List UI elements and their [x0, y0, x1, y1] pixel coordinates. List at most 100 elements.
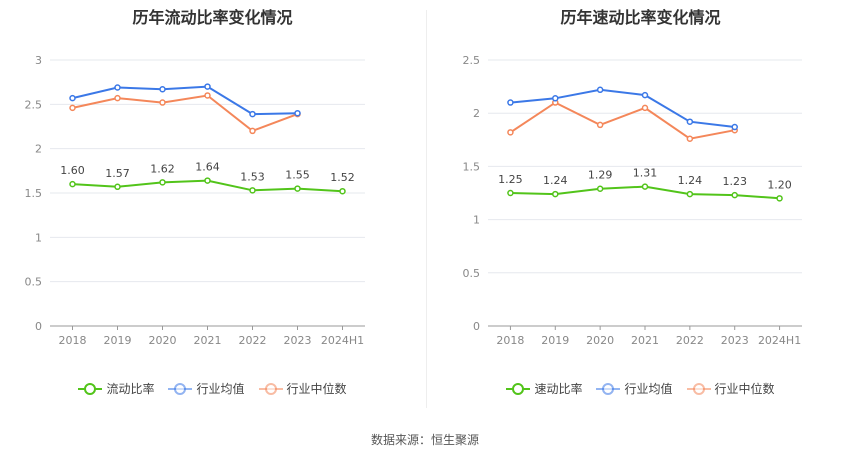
data-point[interactable]: [249, 187, 256, 194]
series-line: [509, 101, 735, 140]
data-label: 1.64: [195, 161, 220, 174]
data-point[interactable]: [641, 183, 649, 190]
data-point[interactable]: [114, 84, 121, 91]
panel-divider: [426, 10, 427, 408]
data-point[interactable]: [294, 109, 301, 117]
data-point[interactable]: [114, 94, 121, 102]
y-tick-label: 0: [473, 320, 480, 333]
data-point[interactable]: [776, 195, 783, 202]
legend-item[interactable]: 行业中位数: [686, 380, 775, 397]
data-point[interactable]: [204, 92, 211, 99]
legend-item[interactable]: 行业均值: [168, 380, 245, 397]
x-tick-label: 2023: [284, 334, 312, 347]
legend-swatch-icon: [78, 382, 103, 395]
data-point[interactable]: [686, 118, 694, 125]
series-line: [72, 85, 298, 116]
data-point[interactable]: [69, 94, 76, 102]
legend-swatch-icon: [258, 382, 283, 395]
data-point[interactable]: [552, 95, 559, 102]
data-label: 1.52: [330, 171, 355, 184]
y-tick-label: 0: [35, 320, 42, 333]
data-point[interactable]: [507, 189, 514, 197]
data-point[interactable]: [686, 135, 694, 142]
data-point[interactable]: [249, 110, 256, 118]
x-tick-label: 2021: [631, 334, 659, 347]
y-tick-label: 2.5: [463, 54, 481, 67]
x-tick-label: 2019: [541, 334, 569, 347]
chart-panel-current-ratio: 历年流动比率变化情况 0 0.5 1 1.5 2 2.5 3 2018 2019 2020 2021…: [0, 0, 425, 410]
data-label: 1.31: [633, 167, 658, 180]
legend-swatch-icon: [168, 382, 193, 395]
data-point[interactable]: [159, 99, 166, 106]
legend: 速动比率 行业均值 行业中位数: [428, 380, 850, 397]
data-point[interactable]: [507, 129, 514, 136]
x-tick-label: 2020: [586, 334, 614, 347]
y-tick-label: 0.5: [25, 276, 43, 289]
data-point[interactable]: [731, 123, 738, 131]
legend-item[interactable]: 行业中位数: [258, 380, 347, 397]
series-line: [510, 88, 735, 128]
x-tick-label: 2019: [104, 334, 132, 347]
data-label: 1.24: [543, 174, 568, 187]
legend-item[interactable]: 行业均值: [596, 380, 673, 397]
y-tick-label: 0.5: [463, 267, 481, 280]
data-label: 1.53: [240, 170, 265, 183]
data-label: 1.55: [285, 169, 310, 182]
y-tick-label: 1.5: [25, 187, 43, 200]
data-point[interactable]: [686, 190, 694, 198]
legend-label: 速动比率: [534, 382, 583, 396]
legend-label: 流动比率: [106, 382, 155, 396]
data-label: 1.24: [678, 174, 703, 187]
legend-label: 行业均值: [624, 382, 673, 396]
legend-swatch-icon: [506, 382, 531, 395]
legend-label: 行业均值: [196, 382, 245, 396]
data-source-note: 数据来源：恒生聚源: [370, 433, 479, 447]
chart-title: 历年速动比率变化情况: [560, 8, 721, 27]
legend-item[interactable]: 速动比率: [506, 380, 582, 397]
data-point[interactable]: [596, 121, 604, 129]
y-tick-label: 1.5: [463, 160, 481, 173]
data-point[interactable]: [507, 99, 514, 106]
data-point[interactable]: [204, 83, 211, 90]
data-point[interactable]: [339, 187, 346, 195]
chart-quick-ratio: 0 0.5 1 1.5 2 2.5 2018 2019 2020 2021 2022 2023 2024…: [463, 54, 802, 347]
y-tick-label: 1: [35, 231, 42, 244]
legend-label: 行业中位数: [286, 382, 347, 396]
y-tick-label: 1: [473, 214, 480, 227]
data-point[interactable]: [159, 86, 166, 93]
data-label: 1.62: [150, 162, 175, 175]
data-point[interactable]: [204, 177, 211, 184]
data-point[interactable]: [641, 104, 649, 112]
data-point[interactable]: [596, 86, 604, 94]
x-tick-label: 2018: [59, 334, 87, 347]
data-point[interactable]: [552, 190, 559, 198]
data-point[interactable]: [69, 180, 76, 188]
data-label: 1.29: [588, 169, 613, 182]
data-label: 1.60: [60, 164, 85, 177]
x-tick-label: 2024H1: [321, 334, 364, 347]
data-point[interactable]: [249, 127, 256, 135]
x-tick-label: 2018: [496, 334, 524, 347]
data-label: 1.25: [498, 173, 523, 186]
legend-swatch-icon: [596, 382, 621, 395]
x-tick-label: 2021: [194, 334, 222, 347]
legend: 流动比率 行业均值 行业中位数: [0, 380, 425, 397]
chart-panel-quick-ratio: 历年速动比率变化情况 0 0.5 1 1.5 2 2.5 2018 2019 2020 2021 2…: [428, 0, 850, 410]
legend-item[interactable]: 流动比率: [78, 380, 154, 397]
data-point[interactable]: [641, 91, 649, 99]
x-tick-label: 2024H1: [758, 334, 801, 347]
data-label: 1.57: [105, 167, 130, 180]
data-label: 1.20: [767, 178, 792, 191]
data-point[interactable]: [731, 191, 738, 199]
x-tick-label: 2022: [239, 334, 267, 347]
x-tick-label: 2023: [721, 334, 749, 347]
series-line: [72, 94, 298, 133]
y-tick-label: 2.5: [25, 98, 43, 111]
data-point[interactable]: [294, 185, 301, 192]
chart-title: 历年流动比率变化情况: [132, 8, 293, 27]
data-point[interactable]: [114, 183, 121, 191]
data-point[interactable]: [69, 104, 76, 112]
data-point[interactable]: [159, 179, 166, 186]
y-tick-label: 2: [35, 143, 42, 156]
data-point[interactable]: [596, 185, 604, 192]
